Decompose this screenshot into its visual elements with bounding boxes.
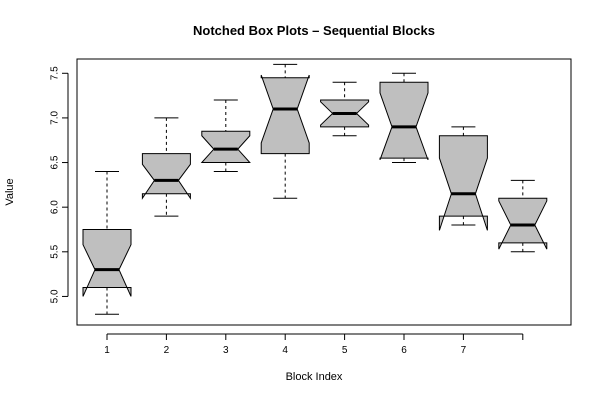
- x-axis-label: Block Index: [286, 371, 343, 383]
- chart-title: Notched Box Plots – Sequential Blocks: [193, 23, 435, 38]
- x-tick-label: 2: [164, 345, 170, 356]
- boxes-group: [82, 63, 548, 315]
- notched-box: [260, 74, 310, 155]
- y-tick-label: 7.0: [50, 111, 61, 125]
- plot-frame: [76, 58, 572, 326]
- box-8: [498, 179, 548, 253]
- y-axis: 5.0 5.5 6.0 6.5 7.0 7.5: [50, 66, 69, 303]
- x-axis: 1 2 3 4 5 6 7: [104, 333, 524, 356]
- x-tick-label: 1: [104, 345, 110, 356]
- notched-box: [200, 130, 251, 164]
- notched-box: [141, 153, 191, 200]
- x-tick-label: 5: [342, 345, 348, 356]
- y-axis-label: Value: [4, 178, 16, 205]
- box-5: [320, 81, 370, 137]
- x-tick-label: 4: [282, 345, 288, 356]
- box-6: [379, 72, 429, 164]
- y-tick-label: 5.5: [50, 244, 61, 258]
- notched-box: [438, 135, 488, 231]
- box-1: [82, 170, 132, 315]
- box-7: [438, 126, 488, 231]
- y-tick-label: 5.0: [50, 289, 61, 303]
- y-tick-label: 6.5: [50, 155, 61, 169]
- y-tick-label: 6.0: [50, 200, 61, 214]
- box-4: [260, 63, 310, 199]
- x-tick-label: 3: [223, 345, 229, 356]
- notched-box: [82, 228, 132, 297]
- box-3: [200, 99, 251, 172]
- box-2: [141, 117, 191, 217]
- x-tick-label: 6: [401, 345, 407, 356]
- notched-box: [379, 81, 429, 161]
- y-tick-label: 7.5: [50, 66, 61, 80]
- x-tick-label: 7: [461, 345, 467, 356]
